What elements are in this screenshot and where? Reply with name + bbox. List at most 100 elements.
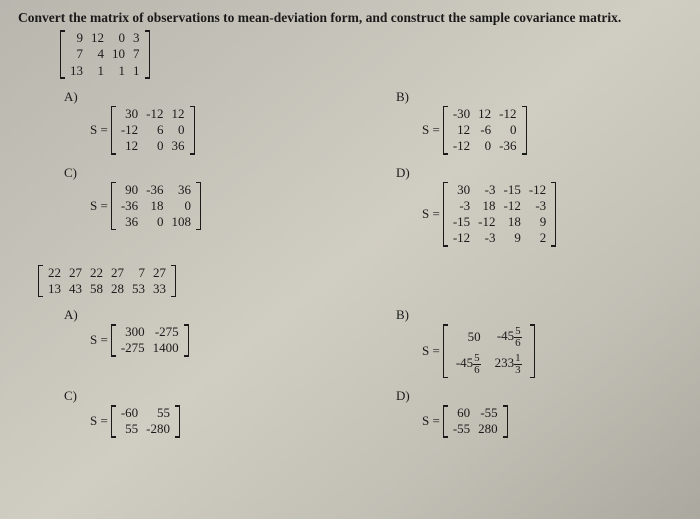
matrix-cell: 18	[500, 214, 525, 230]
matrix-cell: 55	[142, 405, 174, 421]
q2-option-a: S = 300-275-2751400	[90, 324, 350, 357]
matrix-cell: 23313	[488, 351, 529, 378]
matrix-cell: -12	[474, 214, 499, 230]
matrix-cell: 0	[168, 198, 196, 214]
worksheet-page: Convert the matrix of observations to me…	[0, 0, 700, 519]
matrix-cell: 9	[500, 230, 525, 246]
eq-lhs: S =	[90, 413, 108, 429]
eq-lhs: S =	[90, 122, 108, 138]
q1-given-matrix: 912037410713111	[60, 30, 150, 79]
matrix-cell: 90	[117, 182, 142, 198]
matrix-cell: 7	[129, 46, 144, 62]
matrix-cell: 3	[129, 30, 144, 46]
matrix-cell: -280	[142, 421, 174, 437]
matrix-cell: 36	[168, 182, 196, 198]
matrix-cell: 10	[108, 46, 129, 62]
matrix-cell: 0	[142, 214, 167, 230]
matrix-cell: 0	[474, 138, 495, 154]
matrix-cell: 12	[474, 106, 495, 122]
q2-option-b: S = 50-4556-455623313	[422, 324, 682, 378]
matrix-cell: 13	[66, 63, 87, 79]
matrix-cell: -36	[142, 182, 167, 198]
matrix-cell: 9	[66, 30, 87, 46]
matrix-cell: 28	[107, 281, 128, 297]
matrix-cell: 30	[117, 106, 142, 122]
option-label-d2: D)	[396, 388, 682, 404]
option-label-c: C)	[64, 165, 350, 181]
option-label-b: B)	[396, 89, 682, 105]
q1-option-b: S = -3012-1212-60-120-36	[422, 106, 682, 155]
matrix-cell: -4556	[449, 351, 488, 378]
matrix-cell: 9	[525, 214, 550, 230]
eq-lhs: S =	[422, 206, 440, 222]
matrix-cell: -275	[117, 340, 149, 356]
eq-lhs: S =	[90, 332, 108, 348]
matrix-cell: -36	[117, 198, 142, 214]
q1-option-d: S = 30-3-15-12-318-12-3-15-12189-12-392	[422, 182, 682, 247]
matrix-cell: 33	[149, 281, 170, 297]
matrix-cell: 27	[107, 265, 128, 281]
matrix-cell: 12	[117, 138, 142, 154]
matrix-cell: -36	[495, 138, 520, 154]
matrix-cell: -30	[449, 106, 474, 122]
matrix-cell: 60	[449, 405, 474, 421]
matrix-cell: 13	[44, 281, 65, 297]
matrix-cell: 280	[474, 421, 502, 437]
matrix-cell: -12	[495, 106, 520, 122]
eq-lhs: S =	[422, 343, 440, 359]
option-label-b2: B)	[396, 307, 682, 323]
matrix-cell: -6	[474, 122, 495, 138]
matrix-cell: -12	[142, 106, 167, 122]
option-label-a2: A)	[64, 307, 350, 323]
matrix-cell: 1400	[149, 340, 183, 356]
q1-option-a: S = 30-1212-126012036	[90, 106, 350, 155]
matrix-cell: -15	[449, 214, 474, 230]
matrix-cell: -12	[525, 182, 550, 198]
matrix-cell: 22	[86, 265, 107, 281]
matrix-cell: 300	[117, 324, 149, 340]
matrix-cell: 2	[525, 230, 550, 246]
matrix-cell: -3	[525, 198, 550, 214]
q2-option-c: S = -605555-280	[90, 405, 350, 438]
matrix-cell: 108	[168, 214, 196, 230]
eq-lhs: S =	[422, 413, 440, 429]
matrix-cell: -55	[474, 405, 502, 421]
matrix-cell: 12	[87, 30, 108, 46]
matrix-cell: 43	[65, 281, 86, 297]
option-label-c2: C)	[64, 388, 350, 404]
matrix-cell: -3	[474, 182, 499, 198]
matrix-cell: 6	[142, 122, 167, 138]
matrix-cell: -4556	[488, 324, 529, 351]
matrix-cell: 0	[108, 30, 129, 46]
matrix-cell: 0	[168, 122, 189, 138]
q1-option-c: S = 90-3636-36180360108	[90, 182, 350, 231]
matrix-cell: -12	[449, 138, 474, 154]
matrix-cell: 36	[117, 214, 142, 230]
matrix-cell: -12	[449, 230, 474, 246]
matrix-cell: 7	[128, 265, 149, 281]
q2-option-d: S = 60-55-55280	[422, 405, 682, 438]
matrix-cell: -12	[117, 122, 142, 138]
matrix-cell: 22	[44, 265, 65, 281]
matrix-cell: 30	[449, 182, 474, 198]
q2-given-matrix: 22272227727134358285333	[38, 265, 176, 298]
matrix-cell: 0	[495, 122, 520, 138]
matrix-cell: 18	[474, 198, 499, 214]
matrix-cell: 50	[449, 324, 488, 351]
matrix-cell: 1	[108, 63, 129, 79]
eq-lhs: S =	[90, 198, 108, 214]
matrix-cell: 27	[149, 265, 170, 281]
question-prompt: Convert the matrix of observations to me…	[18, 10, 682, 26]
matrix-cell: -3	[474, 230, 499, 246]
eq-lhs: S =	[422, 122, 440, 138]
matrix-cell: 1	[87, 63, 108, 79]
matrix-cell: -275	[149, 324, 183, 340]
matrix-cell: 7	[66, 46, 87, 62]
matrix-cell: -55	[449, 421, 474, 437]
matrix-cell: 53	[128, 281, 149, 297]
option-label-d: D)	[396, 165, 682, 181]
matrix-cell: -15	[500, 182, 525, 198]
matrix-cell: -12	[500, 198, 525, 214]
matrix-cell: 4	[87, 46, 108, 62]
matrix-cell: 36	[168, 138, 189, 154]
